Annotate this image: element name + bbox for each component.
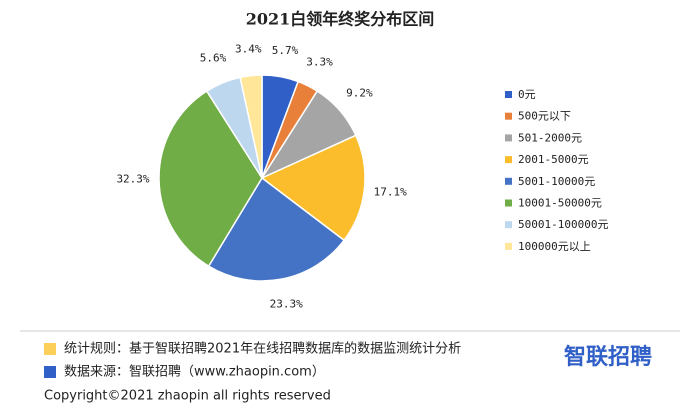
legend-label: 10001-50000元	[518, 197, 602, 210]
pie-slice	[207, 176, 346, 282]
data-label: 3.3%	[306, 56, 333, 69]
data-label: 5.6%	[200, 52, 227, 65]
legend-swatch	[505, 91, 512, 98]
legend-swatch	[505, 112, 512, 120]
logo: 智联招聘	[564, 344, 652, 370]
data-label: 32.3%	[116, 172, 149, 185]
chart-title: 2021白领年终奖分布区间	[246, 10, 435, 29]
pie-slice	[260, 134, 366, 242]
data-label: 9.2%	[346, 86, 373, 99]
legend-swatch	[505, 156, 512, 164]
legend-swatch	[505, 221, 512, 229]
legend-label: 100000元以上	[518, 240, 591, 253]
pie-slice	[158, 90, 263, 268]
data-label: 17.1%	[374, 185, 407, 198]
data-label: 3.4%	[235, 43, 262, 56]
legend-label: 500元以下	[518, 110, 571, 123]
pie-slice	[239, 74, 263, 179]
legend-swatch	[505, 177, 512, 185]
legend-label: 50001-100000元	[518, 218, 608, 231]
note-swatch	[44, 343, 56, 355]
legend-label: 501-2000元	[518, 131, 582, 144]
note: 统计规则：基于智联招聘2021年在线招聘数据库的数据监测统计分析	[64, 341, 461, 357]
data-label: 23.3%	[270, 298, 303, 311]
legend-swatch	[505, 134, 512, 142]
copyright: Copyright©2021 zhaopin all rights reserv…	[44, 389, 331, 404]
data-label: 5.7%	[272, 44, 299, 57]
legend-label: 2001-5000元	[518, 153, 589, 166]
legend-swatch	[505, 242, 512, 250]
legend-swatch	[505, 199, 512, 207]
legend-label: 5001-10000元	[518, 175, 595, 188]
note-swatch	[44, 366, 56, 378]
note: 数据来源：智联招聘（www.zhaopin.com）	[64, 365, 325, 380]
legend-label: 0元	[518, 88, 536, 101]
